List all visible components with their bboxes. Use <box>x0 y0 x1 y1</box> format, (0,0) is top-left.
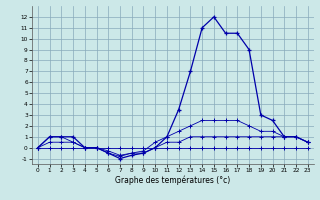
X-axis label: Graphe des températures (°c): Graphe des températures (°c) <box>115 176 230 185</box>
